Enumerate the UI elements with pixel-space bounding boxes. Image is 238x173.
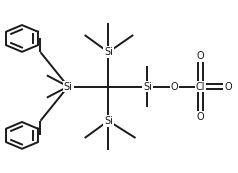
Text: Cl: Cl bbox=[196, 81, 205, 92]
Text: O: O bbox=[224, 81, 232, 92]
Text: Si: Si bbox=[104, 116, 113, 126]
Text: O: O bbox=[197, 112, 204, 122]
Text: O: O bbox=[171, 81, 178, 92]
Text: Si: Si bbox=[104, 47, 113, 57]
Text: Si: Si bbox=[64, 81, 73, 92]
Text: O: O bbox=[197, 51, 204, 61]
Text: Si: Si bbox=[143, 81, 152, 92]
